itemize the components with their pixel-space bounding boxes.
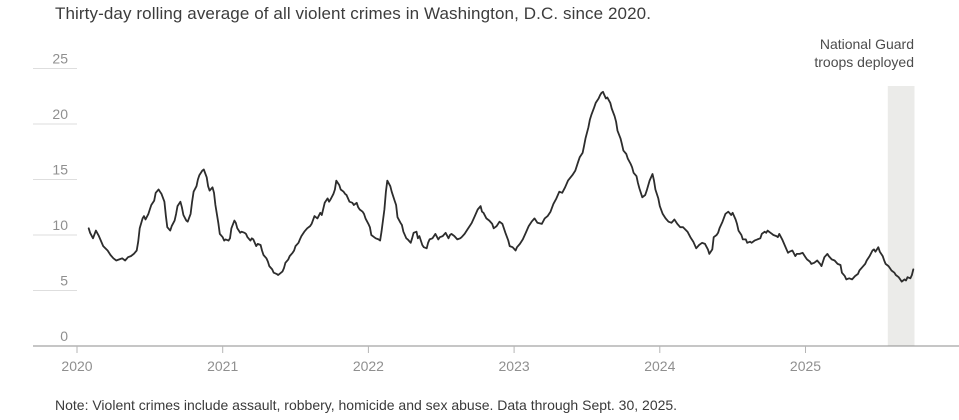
x-tick-label: 2024 [644,358,675,374]
y-tick-label: 0 [60,328,68,344]
footnote: Note: Violent crimes include assault, ro… [55,397,678,413]
y-tick-label: 10 [52,217,68,233]
x-tick-label: 2025 [790,358,821,374]
x-tick-label: 2021 [207,358,238,374]
x-tick-label: 2020 [61,358,92,374]
deployment-band [887,86,915,346]
band-annotation-line-1: National Guard [819,36,914,52]
x-tick-label: 2023 [499,358,530,374]
y-tick-label: 25 [52,51,68,67]
x-tick-label: 2022 [353,358,384,374]
band-annotation: National Guard troops deployed [814,36,914,71]
page-title: Thirty-day rolling average of all violen… [55,4,652,23]
crime-trend-line [87,90,915,283]
y-tick-label: 15 [52,162,68,178]
y-tick-label: 20 [52,106,68,122]
y-tick-label: 5 [60,273,68,289]
band-annotation-line-2: troops deployed [814,53,914,70]
